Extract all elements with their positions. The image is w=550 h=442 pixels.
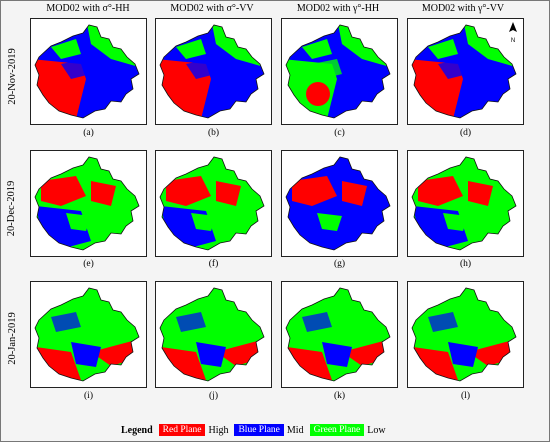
legend: Legend Red Plane High Blue Plane Mid Gre…	[121, 423, 392, 437]
legend-red-level: High	[208, 424, 229, 436]
panel-label: (k)	[333, 391, 346, 401]
north-arrow-icon: N	[507, 22, 519, 44]
classified-map	[285, 156, 391, 251]
panel-label: (d)	[459, 128, 472, 138]
legend-red-swatch: Red Plane	[158, 424, 206, 436]
legend-blue-swatch: Blue Plane	[234, 424, 284, 436]
legend-green-level: Low	[367, 424, 386, 436]
panel-label: (h)	[459, 259, 472, 269]
map-panel-9	[30, 281, 147, 388]
row-label-dec: 20-Dec-2019	[6, 180, 18, 236]
column-header-sigma-vv: MOD02 with σ°-VV	[170, 3, 254, 14]
panel-label: (b)	[207, 128, 220, 138]
classified-map	[411, 287, 517, 382]
legend-blue-level: Mid	[286, 424, 304, 436]
column-header-gamma-vv: MOD02 with γ°-VV	[421, 3, 505, 14]
classified-map	[411, 24, 517, 119]
map-panel-3	[281, 18, 398, 125]
legend-title: Legend	[121, 424, 153, 436]
classified-map	[159, 156, 265, 251]
panel-label: (g)	[333, 259, 346, 269]
panel-label: (i)	[84, 391, 93, 401]
classified-map	[34, 156, 140, 251]
map-panel-10	[155, 281, 272, 388]
classified-map	[285, 287, 391, 382]
column-header-sigma-hh: MOD02 with σ°-HH	[46, 3, 130, 14]
map-panel-11	[281, 281, 398, 388]
panel-label: (e)	[83, 259, 94, 269]
panel-label: (j)	[209, 391, 218, 401]
classified-map	[159, 287, 265, 382]
map-panel-4	[407, 18, 524, 125]
panel-label: (a)	[83, 128, 94, 138]
panel-label: (f)	[208, 259, 219, 269]
map-panel-7	[281, 150, 398, 257]
row-label-nov: 20-Nov-2019	[6, 47, 18, 105]
map-panel-5	[30, 150, 147, 257]
classified-map	[34, 24, 140, 119]
classified-map	[34, 287, 140, 382]
panel-label: (c)	[334, 128, 345, 138]
map-panel-8	[407, 150, 524, 257]
row-label-jan: 20-Jan-2019	[6, 311, 18, 365]
classified-map	[285, 24, 391, 119]
map-panel-1	[30, 18, 147, 125]
legend-green-swatch: Green Plane	[309, 424, 365, 436]
map-panel-12	[407, 281, 524, 388]
classified-map	[411, 156, 517, 251]
map-panel-6	[155, 150, 272, 257]
panel-label: (l)	[461, 391, 470, 401]
map-panel-2	[155, 18, 272, 125]
classified-map	[159, 24, 265, 119]
column-header-gamma-hh: MOD02 with γ°-HH	[296, 3, 380, 14]
